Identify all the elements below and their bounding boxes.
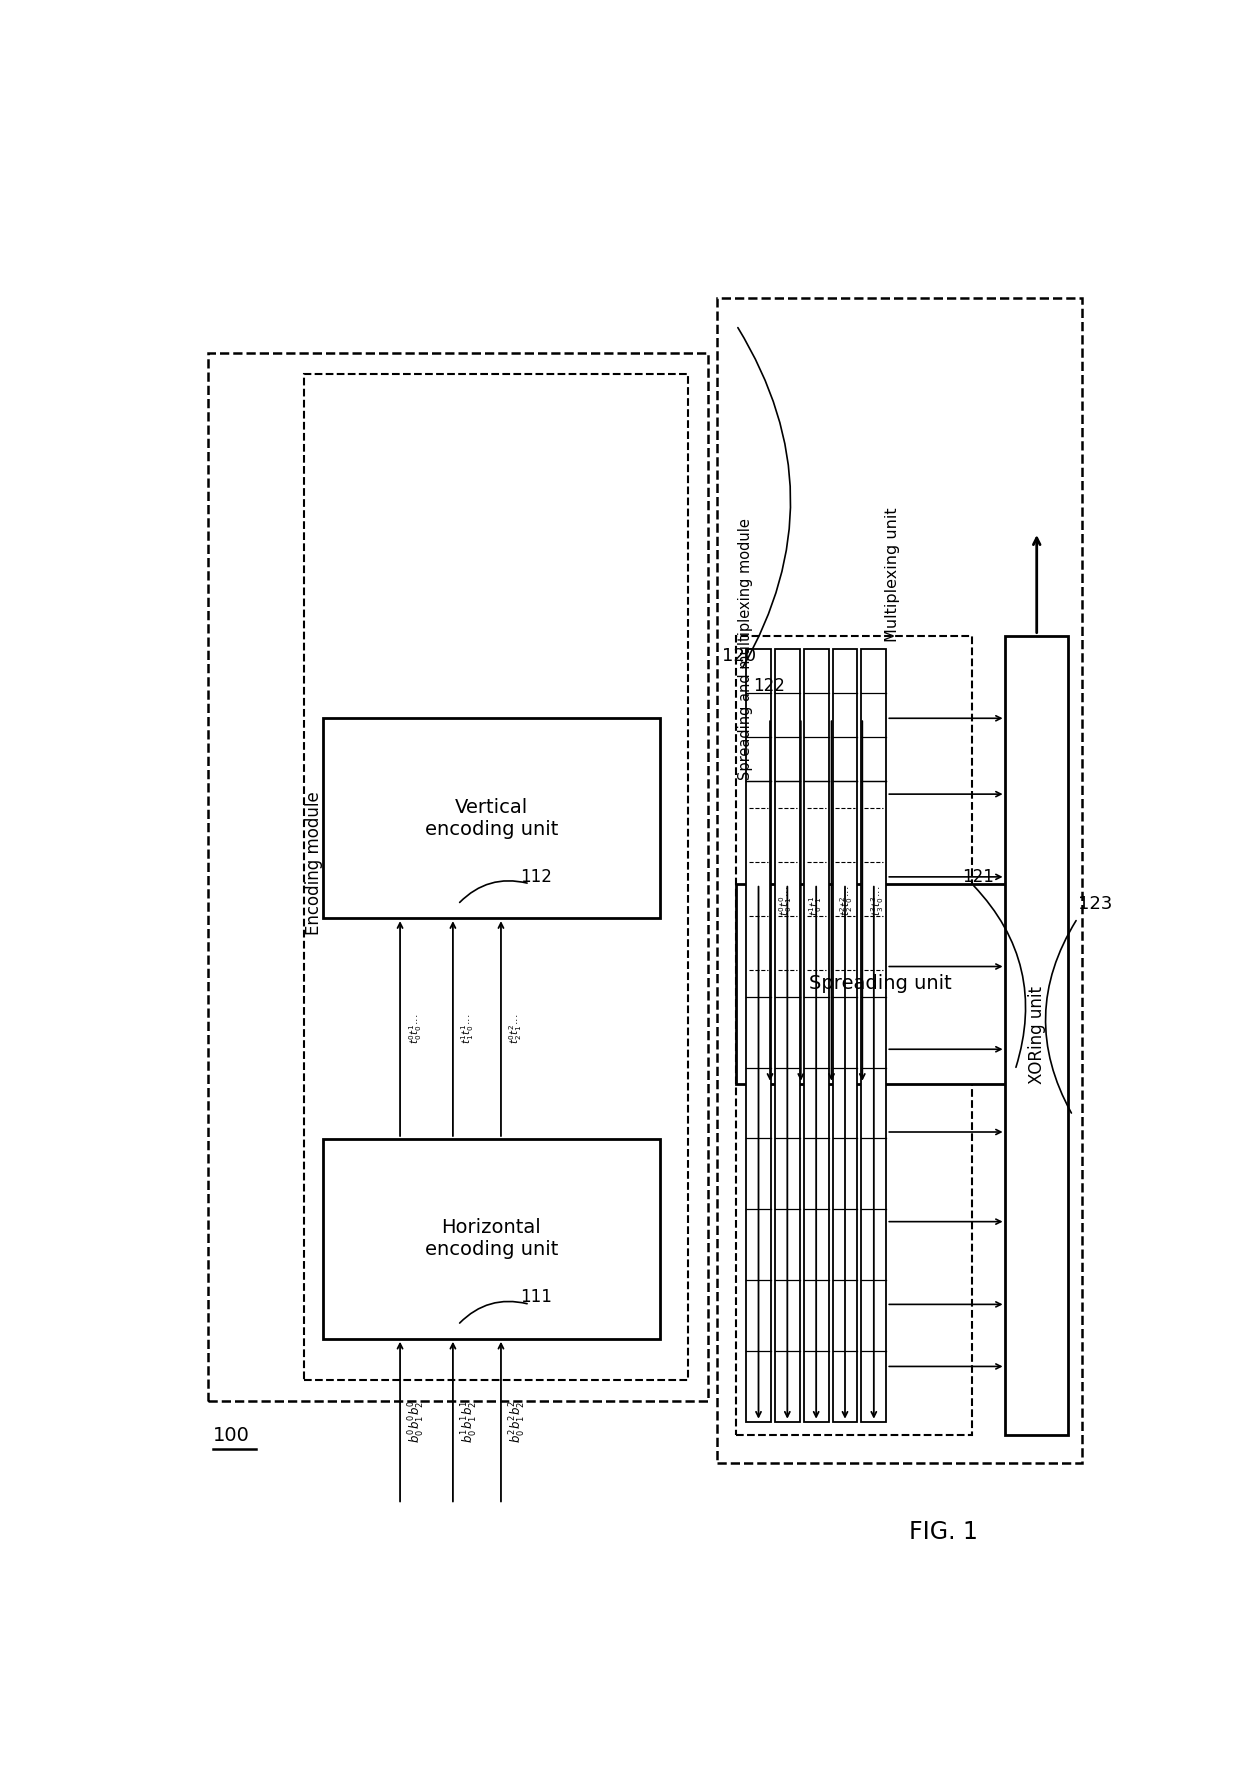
Bar — [832, 650, 858, 1422]
Bar — [804, 650, 828, 1422]
Text: Horizontal
encoding unit: Horizontal encoding unit — [424, 1218, 558, 1259]
Text: Encoding module: Encoding module — [305, 792, 322, 935]
Text: $t_2^0t_1^2$...: $t_2^0t_1^2$... — [507, 1014, 525, 1044]
Bar — [304, 374, 688, 1381]
Text: $b_0^2b_1^2b_2^2$: $b_0^2b_1^2b_2^2$ — [507, 1401, 528, 1444]
Text: $t_0^0t_0^1$...: $t_0^0t_0^1$... — [407, 1014, 424, 1044]
Text: Vertical
encoding unit: Vertical encoding unit — [424, 797, 558, 838]
Text: 112: 112 — [521, 869, 552, 887]
Text: 121: 121 — [962, 869, 994, 887]
Text: 122: 122 — [753, 677, 785, 695]
Text: $b_0^0b_1^0b_2^0$: $b_0^0b_1^0b_2^0$ — [407, 1401, 427, 1444]
Bar — [775, 650, 800, 1422]
Bar — [746, 650, 771, 1422]
Bar — [208, 353, 708, 1401]
Bar — [324, 1139, 660, 1340]
Text: Multiplexing unit: Multiplexing unit — [885, 509, 900, 643]
Bar — [737, 883, 1024, 1084]
Text: 120: 120 — [722, 647, 756, 664]
Bar — [717, 297, 1083, 1463]
Text: $t_0^0t_1^0$...: $t_0^0t_1^0$... — [776, 887, 794, 917]
Text: Spreading unit: Spreading unit — [810, 974, 952, 994]
Text: FIG. 1: FIG. 1 — [909, 1521, 977, 1544]
Bar — [737, 636, 972, 1435]
Text: 123: 123 — [1078, 896, 1112, 913]
Text: $b_0^1b_1^1b_2^1$: $b_0^1b_1^1b_2^1$ — [460, 1401, 480, 1444]
Text: 111: 111 — [521, 1288, 552, 1306]
Text: 100: 100 — [213, 1426, 249, 1445]
Text: $t_2^2t_0^2$...: $t_2^2t_0^2$... — [838, 887, 856, 917]
Bar — [862, 650, 887, 1422]
Bar — [324, 718, 660, 919]
Text: Spreading and multiplexing module: Spreading and multiplexing module — [738, 518, 754, 781]
Text: $t_0^1t_1^1$...: $t_0^1t_1^1$... — [807, 887, 825, 917]
Text: $t_3^3t_0^3$...: $t_3^3t_0^3$... — [869, 887, 885, 917]
Bar — [1006, 636, 1068, 1435]
Text: $t_1^1t_0^1$...: $t_1^1t_0^1$... — [460, 1014, 476, 1044]
Text: XORing unit: XORing unit — [1028, 987, 1045, 1085]
